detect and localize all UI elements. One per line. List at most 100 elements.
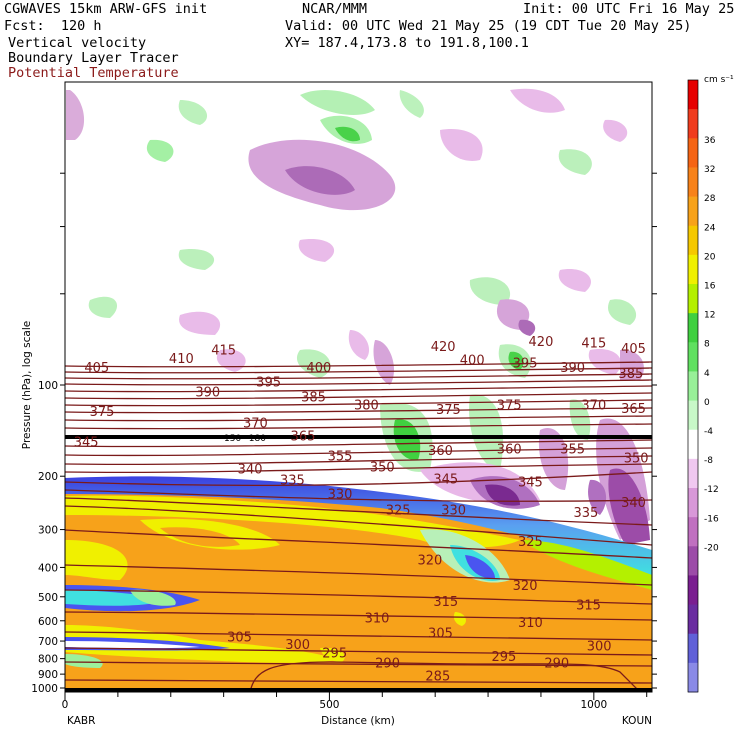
isentrope-label: 360 bbox=[428, 444, 453, 459]
colorbar-swatch bbox=[688, 546, 698, 576]
x-tick-label: 1000 bbox=[580, 699, 607, 711]
colorbar-label: 4 bbox=[704, 369, 710, 379]
valid-time: Valid: 00 UTC Wed 21 May 25 (19 CDT Tue … bbox=[285, 18, 692, 34]
isentrope-label: 345 bbox=[74, 436, 99, 451]
colorbar-label: 16 bbox=[704, 282, 716, 292]
isentrope-label: 335 bbox=[280, 474, 305, 489]
colorbar: cm s⁻¹ 36 32 28 24 20 16 12 8 4 0 -4 -8 -12 -16 -20 bbox=[687, 75, 734, 693]
isentrope-label: 375 bbox=[90, 405, 115, 420]
y-tick-label: 600 bbox=[38, 616, 58, 628]
colorbar-swatch bbox=[688, 458, 698, 489]
x-tick-label: 0 bbox=[62, 699, 69, 711]
colorbar-swatch bbox=[688, 225, 698, 256]
colorbar-unit: cm s⁻¹ bbox=[704, 75, 734, 85]
isentrope-label: 405 bbox=[621, 342, 646, 357]
right-endpoint-label: KOUN bbox=[622, 715, 652, 727]
isentrope-label: 315 bbox=[433, 595, 458, 610]
colorbar-label: 36 bbox=[704, 136, 716, 146]
isentrope-label: 375 bbox=[497, 399, 522, 414]
isentrope-label: 325 bbox=[518, 535, 543, 550]
isentrope-label: 310 bbox=[365, 612, 390, 627]
colorbar-label: 0 bbox=[704, 398, 710, 408]
isentrope-label: 400 bbox=[460, 353, 485, 368]
colorbar-label: -8 bbox=[704, 456, 713, 466]
x-tick-label: 500 bbox=[319, 699, 339, 711]
colorbar-label: 8 bbox=[704, 340, 710, 350]
y-tick-label: 700 bbox=[38, 636, 58, 648]
isentrope-label: 340 bbox=[621, 496, 646, 511]
isentrope-label: 330 bbox=[328, 488, 353, 503]
y-axis-label: Pressure (hPa), log scale bbox=[21, 321, 33, 449]
colorbar-swatch bbox=[688, 488, 698, 518]
y-tick-label: 300 bbox=[38, 525, 58, 537]
colorbar-swatch bbox=[688, 371, 698, 402]
colorbar-swatch bbox=[688, 284, 698, 314]
isentrope-label: 365 bbox=[621, 402, 646, 417]
field-potential-temperature: Potential Temperature bbox=[8, 65, 179, 81]
isentrope-label: 285 bbox=[425, 669, 450, 684]
isentrope-label: 295 bbox=[322, 647, 347, 662]
y-tick-label: 500 bbox=[38, 592, 58, 604]
colorbar-swatch bbox=[688, 575, 698, 606]
isentrope-label: 300 bbox=[587, 640, 612, 655]
y-tick-label: 800 bbox=[38, 654, 58, 666]
isentrope-label: 340 bbox=[238, 462, 263, 477]
isentrope-label: 320 bbox=[513, 579, 538, 594]
colorbar-label: -20 bbox=[704, 543, 719, 553]
isentrope-label: 370 bbox=[243, 417, 268, 432]
isentrope-label: 390 bbox=[560, 361, 585, 376]
tropopause-label: 150~180 bbox=[224, 434, 266, 444]
isentrope-label: 380 bbox=[354, 399, 379, 414]
isentrope-label: 420 bbox=[529, 335, 554, 350]
isentrope-label: 345 bbox=[518, 476, 543, 491]
isentrope-label: 335 bbox=[573, 506, 598, 521]
isentrope-label: 375 bbox=[436, 403, 461, 418]
colorbar-swatch bbox=[688, 167, 698, 198]
isentrope-label: 320 bbox=[417, 554, 442, 569]
isentrope-label: 345 bbox=[433, 472, 458, 487]
isentrope-label: 420 bbox=[431, 340, 456, 355]
isentrope-label: 305 bbox=[227, 630, 252, 645]
colorbar-frame bbox=[687, 79, 699, 693]
colorbar-label: -12 bbox=[704, 485, 719, 495]
cross-section-endpoints: XY= 187.4,173.8 to 191.8,100.1 bbox=[285, 35, 529, 51]
y-tick-label: 1000 bbox=[31, 683, 58, 695]
colorbar-swatch bbox=[688, 662, 698, 693]
colorbar-label: 32 bbox=[704, 165, 715, 175]
colorbar-label: 24 bbox=[704, 223, 716, 233]
isentrope-label: 330 bbox=[441, 504, 466, 519]
plot-area-fill bbox=[65, 82, 652, 692]
isentrope-label: 390 bbox=[195, 386, 220, 401]
model-title: CGWAVES 15km ARW-GFS init bbox=[4, 1, 208, 17]
colorbar-swatch bbox=[688, 517, 698, 547]
colorbar-swatch bbox=[688, 429, 698, 460]
isentrope-label: 355 bbox=[560, 442, 585, 457]
y-tick-label: 100 bbox=[38, 380, 58, 392]
isentrope-label: 295 bbox=[492, 650, 517, 665]
isentrope-label: 350 bbox=[624, 452, 649, 467]
colorbar-swatch bbox=[688, 254, 698, 285]
org-label: NCAR/MMM bbox=[302, 1, 368, 17]
isentrope-label: 290 bbox=[544, 656, 569, 671]
colorbar-swatch bbox=[688, 633, 698, 664]
field-boundary-layer-tracer: Boundary Layer Tracer bbox=[8, 50, 179, 66]
colorbar-swatch bbox=[688, 80, 698, 110]
isentrope-label: 355 bbox=[328, 449, 353, 464]
isentrope-label: 300 bbox=[285, 638, 310, 653]
isentrope-label: 415 bbox=[581, 337, 606, 352]
isentrope-label: 290 bbox=[375, 656, 400, 671]
isentrope-label: 395 bbox=[513, 357, 538, 372]
isentrope-labels: 415 410 405 420 420 415 405 400 400 395 395 390 390 3… bbox=[74, 335, 649, 685]
isentrope-label: 415 bbox=[211, 344, 236, 359]
x-axis-label: Distance (km) bbox=[321, 715, 395, 727]
colorbar-swatch bbox=[688, 342, 698, 372]
isentrope-label: 385 bbox=[618, 367, 643, 382]
isentrope-label: 370 bbox=[581, 399, 606, 414]
init-time: Init: 00 UTC Fri 16 May 25 bbox=[523, 1, 735, 17]
colorbar-label: 28 bbox=[704, 194, 716, 204]
isentrope-label: 360 bbox=[497, 442, 522, 457]
isentrope-label: 385 bbox=[301, 391, 326, 406]
y-tick-label: 200 bbox=[38, 471, 58, 483]
colorbar-swatch bbox=[688, 138, 698, 168]
